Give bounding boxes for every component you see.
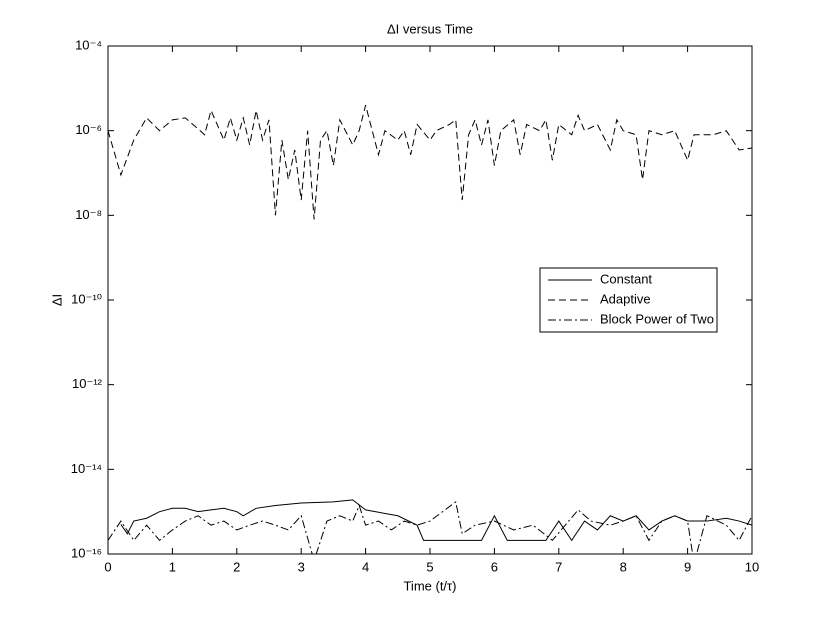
chart-title: ΔI versus Time (387, 21, 473, 36)
x-tick-label: 8 (620, 559, 627, 574)
x-tick-label: 10 (745, 559, 759, 574)
y-tick-label: 10⁻¹⁰ (71, 291, 102, 306)
x-tick-label: 2 (233, 559, 240, 574)
x-tick-label: 7 (555, 559, 562, 574)
y-tick-label: 10⁻¹⁴ (71, 461, 102, 476)
y-tick-label: 10⁻¹⁶ (71, 545, 102, 560)
series-line (120, 499, 752, 542)
x-axis-label: Time (t/τ) (403, 578, 456, 593)
x-tick-label: 1 (169, 559, 176, 574)
x-tick-label: 4 (362, 559, 369, 574)
x-tick-label: 6 (491, 559, 498, 574)
series-line (108, 105, 752, 220)
x-tick-label: 5 (426, 559, 433, 574)
x-tick-label: 0 (104, 559, 111, 574)
legend-label: Block Power of Two (600, 311, 714, 326)
series-line (108, 501, 752, 554)
y-tick-label: 10⁻⁴ (75, 37, 102, 52)
y-tick-label: 10⁻¹² (72, 376, 103, 391)
legend-label: Adaptive (600, 291, 651, 306)
y-tick-label: 10⁻⁶ (75, 122, 102, 137)
lines (108, 105, 752, 554)
y-tick-label: 10⁻⁸ (75, 207, 102, 222)
y-axis-label: ΔI (49, 294, 64, 306)
x-tick-label: 9 (684, 559, 691, 574)
x-tick-label: 3 (298, 559, 305, 574)
legend-box (539, 267, 718, 333)
legend-label: Constant (600, 271, 652, 286)
